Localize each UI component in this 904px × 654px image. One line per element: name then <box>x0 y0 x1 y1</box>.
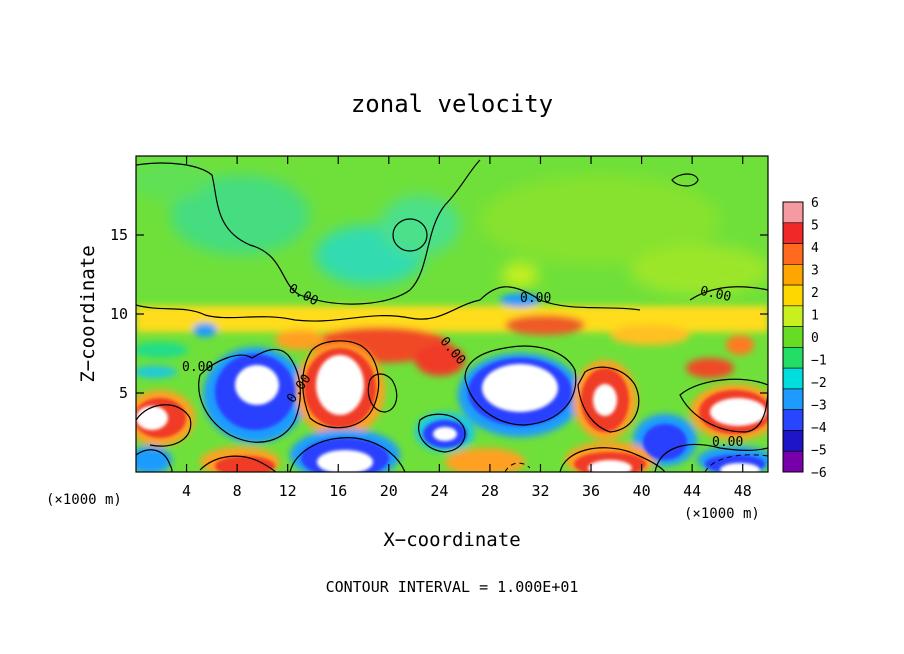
x-axis-ticks: 4 8 12 16 20 24 28 32 36 40 44 48 <box>182 156 752 500</box>
contour-labels: 0.00 0.00 0.00 0.00 0.00 0.00 0.00 <box>182 281 743 450</box>
colorbar-tick-label: −4 <box>811 421 827 436</box>
contour-interval-note: CONTOUR INTERVAL = 1.000E+01 <box>326 578 579 596</box>
colorbar-swatch <box>782 450 804 473</box>
colorbar-tick-label: 1 <box>811 309 819 324</box>
contour-label: 0.00 <box>182 360 213 375</box>
colorbar-tick-label: 0 <box>811 331 819 346</box>
contour-label: 0.00 <box>712 435 743 450</box>
x-tick-label: 12 <box>279 482 297 500</box>
y-tick-label: 15 <box>110 226 128 244</box>
chart-title: zonal velocity <box>351 90 553 118</box>
colorbar-swatch <box>782 284 804 307</box>
colorbar-swatch <box>782 388 804 410</box>
x-unit-label-left: (×1000 m) <box>46 492 122 508</box>
colorbar-swatch <box>782 264 804 286</box>
colorbar-tick-label: −1 <box>811 354 827 369</box>
colorbar-swatch <box>782 305 804 327</box>
y-tick-label: 10 <box>110 305 128 323</box>
y-tick-label: 5 <box>119 384 128 402</box>
negative-contours <box>504 454 768 472</box>
colorbar-swatch <box>782 367 804 390</box>
colorbar: 6 5 4 3 2 1 0 −1 −2 −3 −4 −5 −6 <box>782 196 827 481</box>
x-tick-label: 48 <box>734 482 752 500</box>
colorbar-tick-label: 4 <box>811 241 819 256</box>
colorbar-frame <box>782 201 804 473</box>
x-tick-label: 20 <box>380 482 398 500</box>
colorbar-tick-label: −2 <box>811 376 827 391</box>
x-tick-label: 8 <box>233 482 242 500</box>
colorbar-swatch <box>782 222 804 244</box>
x-tick-label: 24 <box>430 482 448 500</box>
colorbar-tick-label: 6 <box>811 196 819 211</box>
colorbar-tick-label: 2 <box>811 286 819 301</box>
colorbar-tick-label: 5 <box>811 219 819 234</box>
x-axis-label: X−coordinate <box>383 529 520 551</box>
x-tick-label: 36 <box>582 482 600 500</box>
x-tick-label: 28 <box>481 482 499 500</box>
y-axis-ticks: 5 10 15 <box>110 226 768 402</box>
y-axis-label: Z−coordinate <box>77 245 99 382</box>
contour-label: 0.00 <box>520 291 551 306</box>
saturated-cores <box>136 355 766 472</box>
plot-area <box>136 156 768 472</box>
colorbar-tick-label: −6 <box>811 466 827 481</box>
x-tick-label: 32 <box>531 482 549 500</box>
x-tick-label: 4 <box>182 482 191 500</box>
zero-contours <box>136 159 768 472</box>
colorbar-swatch <box>782 243 804 265</box>
colorbar-tick-label: 3 <box>811 264 819 279</box>
shear-layer <box>136 293 768 378</box>
colorbar-swatch <box>782 347 804 369</box>
colorbar-swatch <box>782 201 804 224</box>
x-tick-label: 40 <box>633 482 651 500</box>
colorbar-swatch <box>782 430 804 452</box>
contour-label: 0.00 <box>699 284 733 305</box>
x-unit-label-right: (×1000 m) <box>684 506 760 522</box>
colorbar-tick-label: −5 <box>811 444 827 459</box>
x-tick-label: 44 <box>683 482 701 500</box>
upper-field <box>136 160 768 295</box>
colorbar-tick-label: −3 <box>811 399 827 414</box>
x-tick-label: 16 <box>329 482 347 500</box>
colorbar-swatch <box>782 326 804 348</box>
colorbar-swatch <box>782 409 804 431</box>
